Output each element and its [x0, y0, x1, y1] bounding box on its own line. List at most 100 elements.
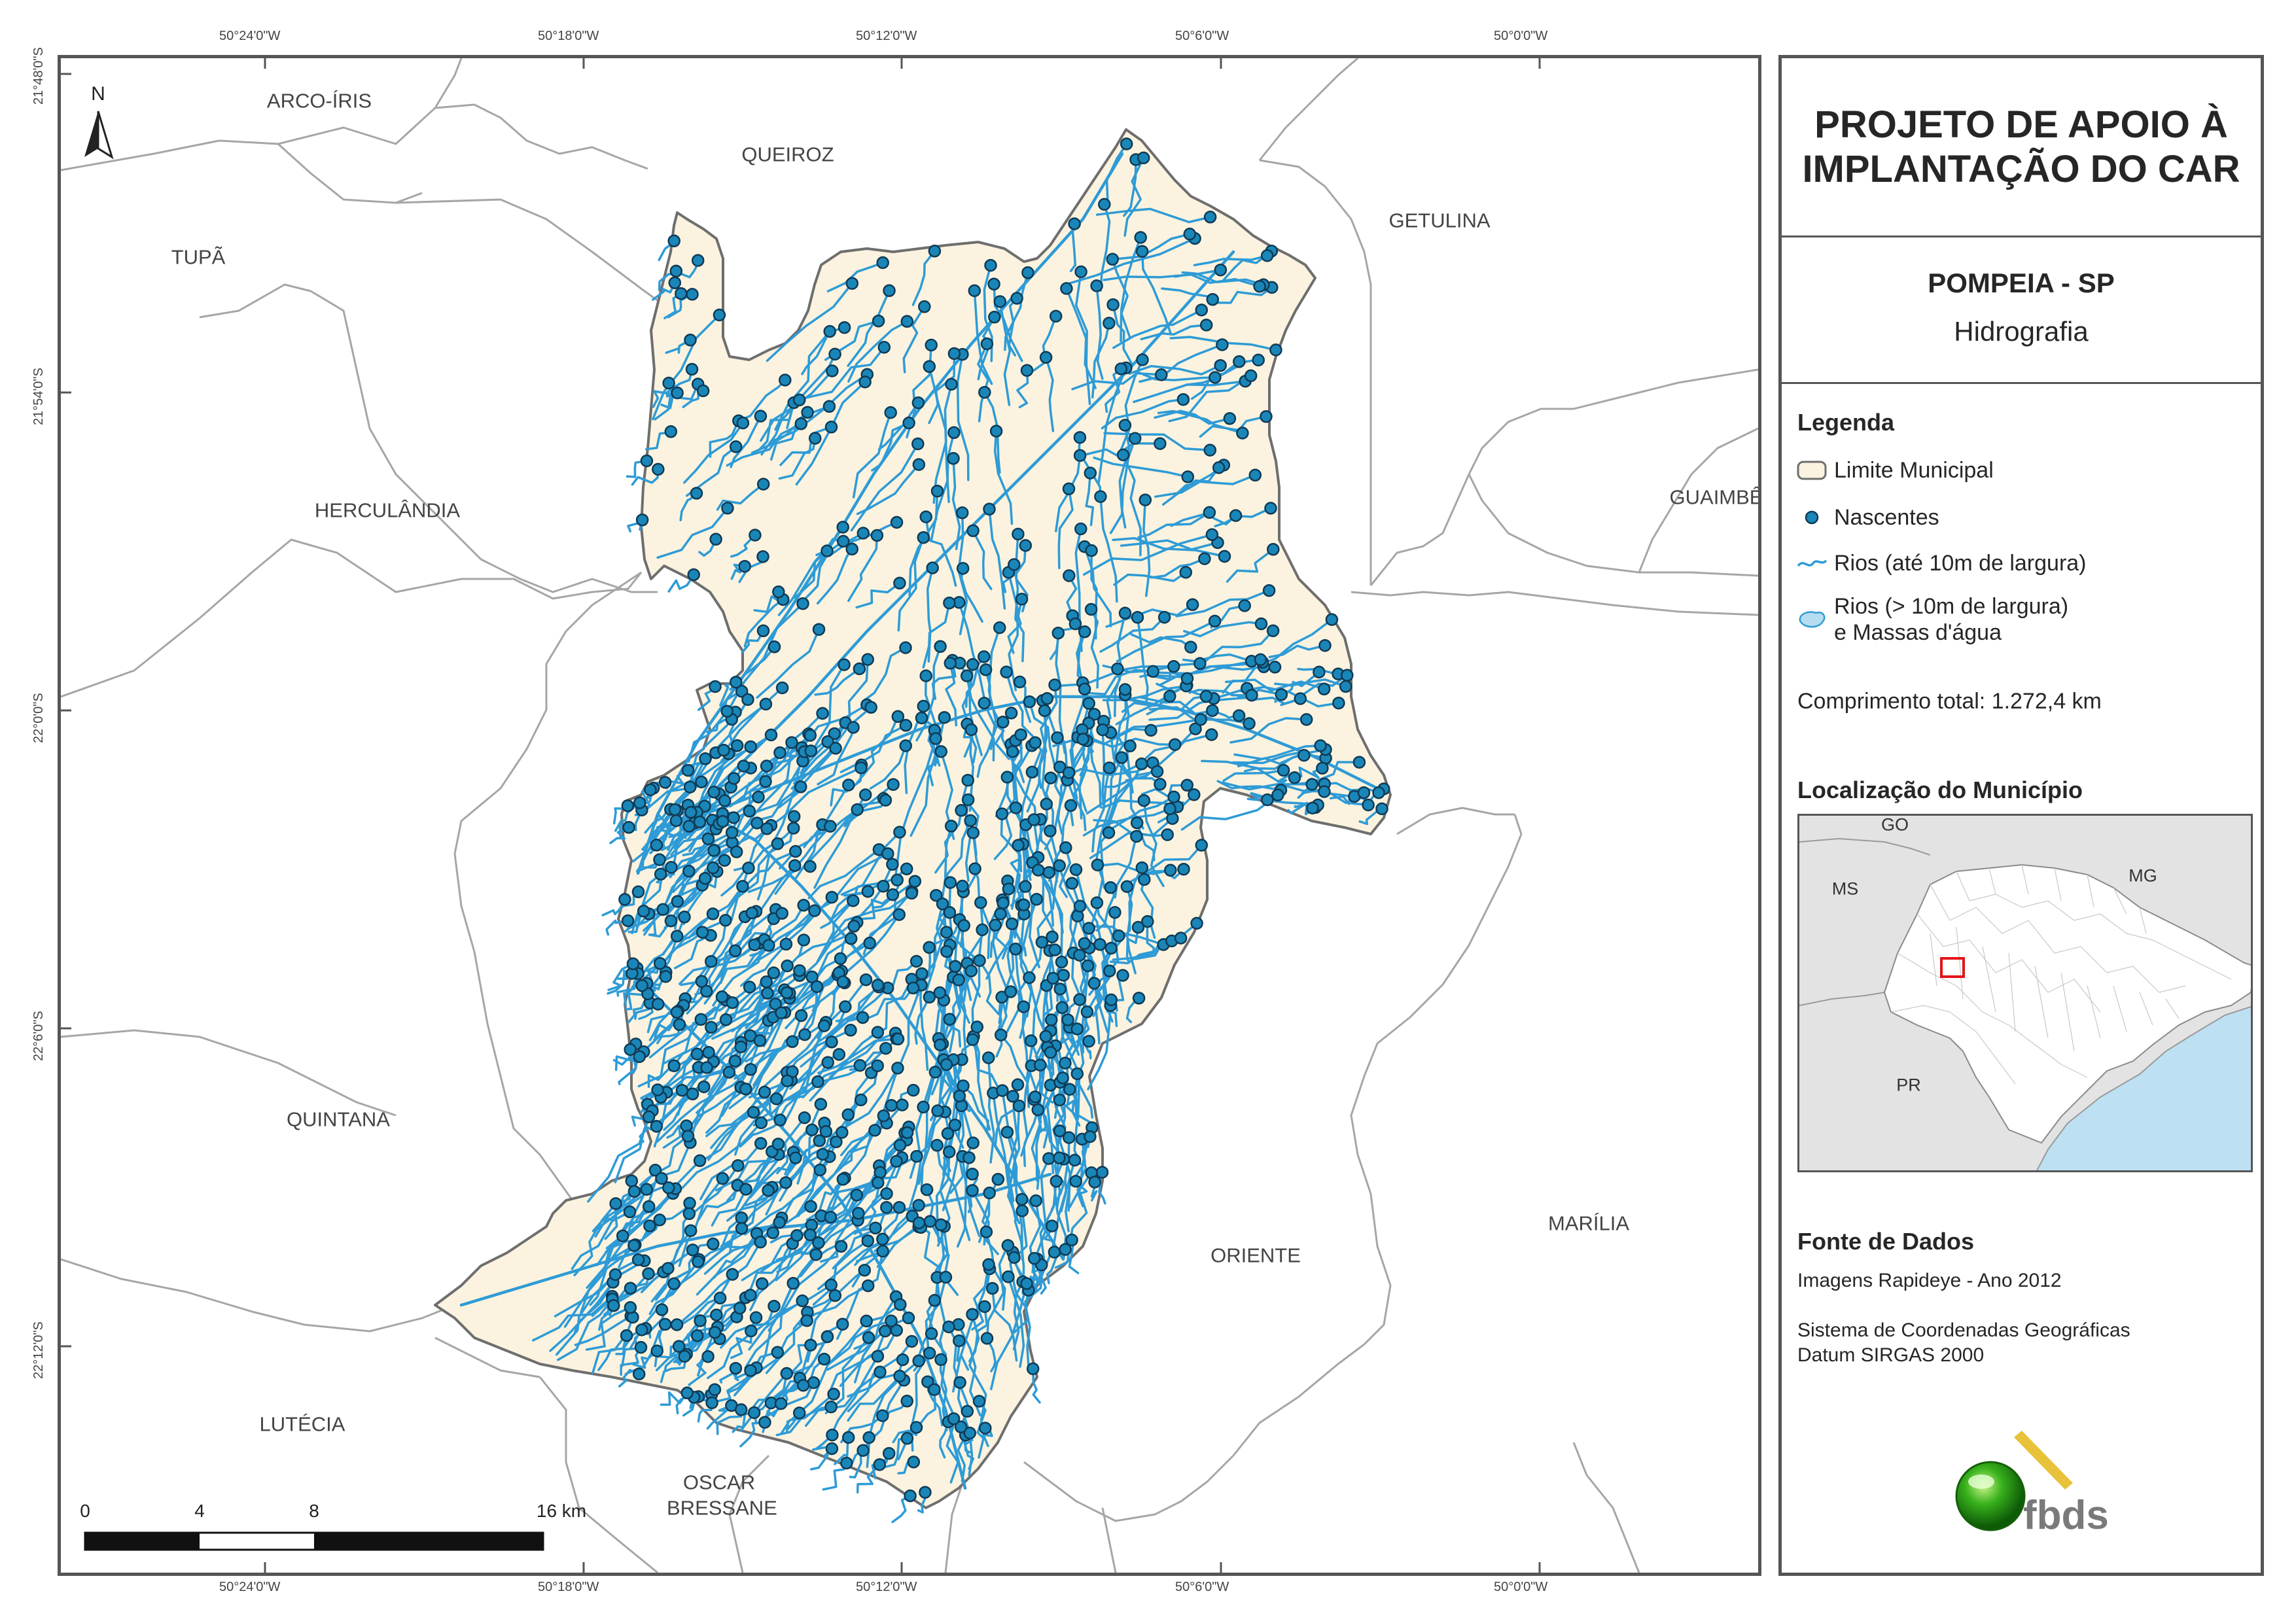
spring-point — [829, 742, 842, 755]
spring-point — [732, 1159, 745, 1172]
spring-point — [841, 1431, 855, 1444]
river-segment — [914, 996, 931, 1045]
spring-point — [821, 1330, 834, 1344]
spring-point — [1174, 932, 1188, 945]
river-segment — [1036, 1157, 1050, 1253]
river-segment — [1012, 1263, 1043, 1334]
spring-point — [842, 778, 855, 792]
river-segment — [1089, 817, 1174, 860]
spring-point — [1093, 938, 1106, 951]
spring-point — [721, 502, 734, 515]
spring-point — [792, 1406, 806, 1420]
spring-point — [1103, 317, 1116, 330]
spring-point — [624, 1301, 637, 1314]
river-segment — [716, 483, 765, 511]
spring-point — [1048, 678, 1061, 691]
legend-label: Nascentes — [1834, 505, 1939, 530]
spring-point — [781, 1074, 794, 1087]
municipality-boundary[interactable] — [434, 128, 1392, 1509]
river-segment — [1095, 756, 1123, 864]
spring-point — [810, 980, 824, 993]
spring-point — [798, 1028, 811, 1041]
spring-point — [1199, 319, 1213, 332]
spring-point — [1118, 606, 1132, 620]
spring-point — [1269, 343, 1282, 357]
spring-point — [1044, 1013, 1058, 1026]
spring-point — [1118, 683, 1132, 696]
river-segment — [763, 766, 862, 832]
spring-point — [919, 1486, 932, 1499]
river-segment — [1135, 822, 1156, 862]
river-segment — [648, 1261, 699, 1316]
river-segment — [795, 1131, 843, 1218]
map-frame[interactable]: N ARCO-ÍRIS QUEIROZ TUPÃ GETULINA HERCUL… — [58, 55, 1761, 1576]
project-title: PROJETO DE APOIO À IMPLANTAÇÃO DO CAR — [1802, 103, 2240, 192]
spring-point — [653, 853, 666, 866]
spring-point — [1061, 1013, 1074, 1026]
spring-point — [887, 778, 900, 791]
river-segment — [1229, 717, 1308, 744]
spring-point — [707, 1237, 720, 1251]
spring-point — [796, 597, 809, 610]
river-segment — [1086, 770, 1159, 815]
river-segment — [549, 1259, 646, 1352]
river-segment — [595, 1225, 651, 1266]
spring-point — [1006, 745, 1019, 758]
spring-point — [713, 1291, 727, 1305]
water-body-icon — [1799, 611, 1826, 628]
spring-point — [860, 1314, 873, 1328]
river-segment — [738, 1150, 773, 1213]
river-segment — [1157, 410, 1244, 434]
spring-point — [966, 1136, 980, 1149]
river-segment — [681, 1319, 701, 1347]
spring-point — [1118, 419, 1132, 432]
river-segment — [594, 1190, 636, 1238]
river-segment — [703, 910, 758, 1005]
spring-point — [744, 1289, 757, 1302]
spring-point — [1341, 669, 1354, 682]
spring-point — [1254, 653, 1267, 667]
spring-point — [987, 277, 1000, 291]
spring-point — [1065, 877, 1079, 890]
spring-point — [1014, 728, 1027, 741]
river-segment — [694, 1216, 743, 1266]
river-line-icon — [1797, 559, 1828, 567]
river-segment — [1222, 769, 1285, 782]
legend-item-boundary: Limite Municipal — [1796, 457, 1994, 483]
river-segment — [714, 969, 801, 1026]
location-inset-map[interactable]: GO MS MG PR — [1797, 814, 2253, 1172]
spring-point — [1048, 1246, 1061, 1259]
spring-point — [1375, 802, 1388, 816]
spring-point — [1042, 865, 1055, 879]
spring-point — [877, 1109, 891, 1123]
spring-point — [1055, 955, 1069, 969]
spring-point — [786, 1035, 799, 1049]
river-segment — [674, 1242, 715, 1280]
spring-point — [797, 899, 810, 912]
river-segment — [809, 1447, 834, 1471]
spring-point — [891, 1032, 905, 1046]
spring-point — [695, 975, 709, 988]
spring-point — [726, 996, 739, 1009]
spring-point — [1068, 1153, 1082, 1167]
spring-point — [702, 1045, 715, 1059]
river-segment — [1112, 536, 1226, 558]
river-segment — [1112, 309, 1203, 349]
spring-point — [727, 811, 740, 824]
river-segment — [779, 426, 833, 466]
spring-point — [814, 1098, 828, 1111]
spring-point — [980, 1332, 994, 1345]
spring-point — [1060, 282, 1073, 295]
river-segment — [1019, 913, 1033, 1018]
spring-point — [667, 1277, 680, 1291]
neighbor-borders — [61, 58, 1758, 1573]
river-segment — [999, 1034, 1030, 1108]
river-segment — [1118, 424, 1131, 529]
spring-point — [804, 1228, 817, 1242]
river-segment — [852, 411, 892, 498]
spring-point — [1167, 660, 1180, 673]
river-segment — [1161, 466, 1220, 506]
spring-point — [633, 796, 646, 809]
map-canvas[interactable]: N — [61, 58, 1758, 1573]
river-segment — [1113, 571, 1188, 586]
